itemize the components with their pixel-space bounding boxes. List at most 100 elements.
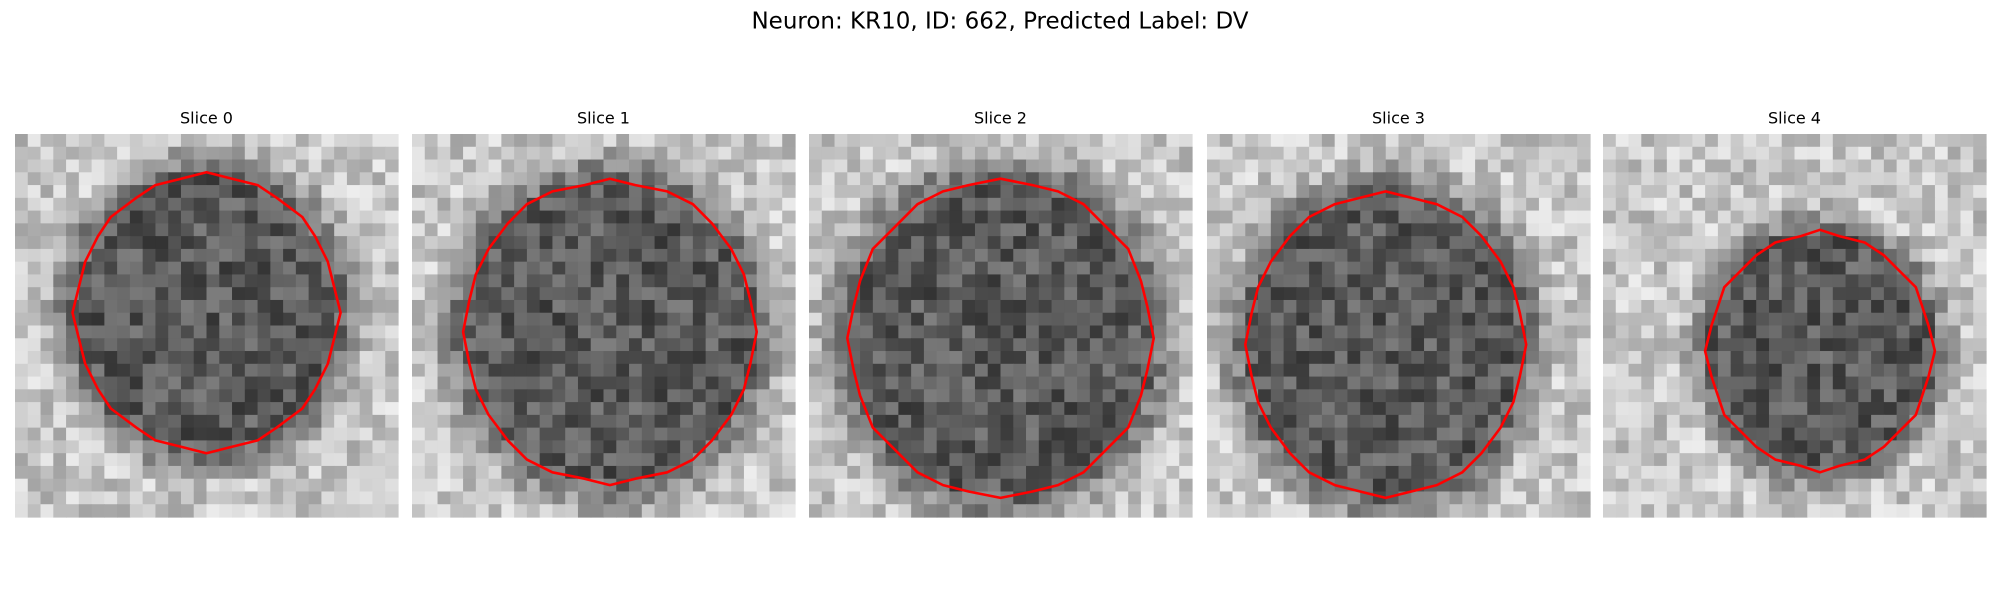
pixel bbox=[1051, 504, 1065, 518]
pixel bbox=[1000, 453, 1014, 467]
pixel bbox=[1283, 389, 1297, 403]
pixel bbox=[577, 427, 592, 441]
pixel bbox=[1232, 146, 1246, 161]
pixel bbox=[667, 312, 681, 327]
pixel bbox=[1258, 427, 1272, 441]
pixel bbox=[1692, 427, 1706, 441]
pixel bbox=[1347, 465, 1361, 480]
pixel bbox=[1051, 299, 1065, 314]
pixel bbox=[1219, 210, 1234, 224]
pixel bbox=[1871, 287, 1885, 301]
pixel bbox=[718, 299, 732, 314]
pixel bbox=[1334, 312, 1349, 327]
pixel bbox=[923, 197, 938, 212]
pixel bbox=[193, 299, 208, 314]
pixel bbox=[1615, 478, 1630, 493]
pixel bbox=[1077, 172, 1091, 186]
pixel bbox=[987, 287, 1002, 301]
pixel bbox=[821, 491, 836, 505]
pixel bbox=[1166, 389, 1180, 403]
pixel bbox=[206, 453, 220, 467]
pixel bbox=[1245, 210, 1259, 224]
pixel bbox=[359, 236, 374, 250]
pixel bbox=[1475, 261, 1489, 276]
pixel bbox=[1526, 504, 1540, 518]
pixel bbox=[1871, 146, 1885, 161]
pixel bbox=[962, 504, 976, 518]
pixel bbox=[257, 159, 271, 173]
pixel bbox=[1679, 159, 1693, 173]
pixel bbox=[743, 248, 758, 263]
pixel bbox=[1102, 363, 1116, 378]
pixel bbox=[1424, 172, 1438, 186]
pixel bbox=[104, 376, 118, 390]
pixel bbox=[488, 338, 502, 352]
pixel bbox=[1462, 440, 1476, 454]
pixel bbox=[1232, 287, 1246, 301]
pixel bbox=[1807, 287, 1821, 301]
pixel bbox=[244, 236, 259, 250]
pixel bbox=[1449, 453, 1463, 467]
pixel bbox=[782, 287, 796, 301]
pixel bbox=[1334, 159, 1349, 173]
pixel bbox=[1973, 376, 1987, 390]
pixel bbox=[412, 236, 426, 250]
pixel bbox=[565, 453, 579, 467]
pixel bbox=[180, 223, 195, 237]
pixel bbox=[412, 197, 426, 212]
pixel bbox=[1038, 376, 1053, 390]
pixel bbox=[475, 274, 490, 288]
pixel bbox=[1077, 478, 1091, 493]
pixel bbox=[809, 312, 823, 327]
pixel bbox=[295, 146, 310, 161]
pixel bbox=[257, 402, 271, 416]
pixel bbox=[1973, 325, 1987, 339]
pixel bbox=[923, 453, 938, 467]
pixel bbox=[1296, 414, 1310, 429]
pixel bbox=[1871, 491, 1885, 505]
pixel bbox=[565, 478, 579, 493]
pixel bbox=[1922, 504, 1936, 518]
pixel bbox=[1038, 134, 1053, 148]
pixel bbox=[590, 223, 605, 237]
pixel bbox=[1245, 478, 1259, 493]
pixel bbox=[1064, 351, 1078, 365]
pixel bbox=[1013, 402, 1027, 416]
pixel bbox=[257, 414, 271, 429]
pixel bbox=[1475, 287, 1489, 301]
pixel bbox=[257, 261, 271, 276]
pixel bbox=[1526, 185, 1540, 199]
pixel bbox=[680, 440, 694, 454]
pixel bbox=[257, 363, 271, 378]
pixel bbox=[359, 325, 374, 339]
pixel bbox=[1538, 389, 1553, 403]
pixel bbox=[539, 338, 554, 352]
pixel bbox=[283, 172, 297, 186]
pixel bbox=[809, 491, 823, 505]
pixel bbox=[1883, 159, 1898, 173]
pixel bbox=[565, 287, 579, 301]
pixel bbox=[1219, 197, 1234, 212]
pixel bbox=[1462, 491, 1476, 505]
pixel bbox=[475, 376, 490, 390]
pixel bbox=[731, 299, 745, 314]
pixel bbox=[359, 491, 374, 505]
pixel bbox=[27, 491, 42, 505]
pixel bbox=[1153, 248, 1168, 263]
pixel bbox=[577, 504, 592, 518]
pixel bbox=[1424, 351, 1438, 365]
pixel bbox=[27, 248, 42, 263]
pixel bbox=[1666, 465, 1681, 480]
pixel bbox=[1679, 210, 1693, 224]
pixel bbox=[743, 414, 758, 429]
pixel bbox=[359, 504, 374, 518]
pixel bbox=[936, 465, 951, 480]
pixel bbox=[1577, 427, 1591, 441]
pixel bbox=[385, 453, 399, 467]
pixel bbox=[15, 312, 29, 327]
pixel bbox=[1153, 504, 1168, 518]
pixel bbox=[539, 223, 554, 237]
pixel bbox=[782, 465, 796, 480]
pixel bbox=[743, 325, 758, 339]
